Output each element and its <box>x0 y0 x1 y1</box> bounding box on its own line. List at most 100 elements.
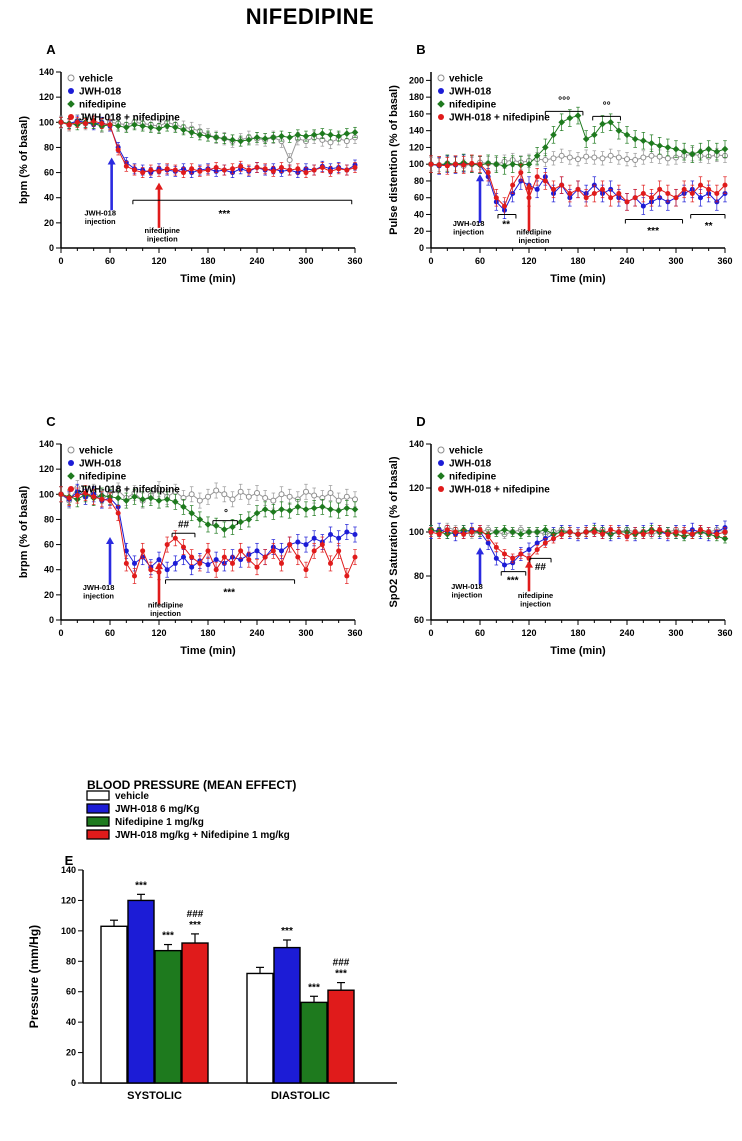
svg-text:Time (min): Time (min) <box>180 645 236 657</box>
svg-text:0: 0 <box>49 615 54 625</box>
svg-text:20: 20 <box>66 1048 76 1058</box>
svg-text:vehicle: vehicle <box>449 74 483 85</box>
svg-text:***: *** <box>507 575 519 586</box>
svg-text:180: 180 <box>570 628 585 638</box>
svg-text:injection: injection <box>518 236 549 245</box>
panel-B-svg: B 0 60 120 180 240 300 360 0 20 40 60 80 100 120 140 160… <box>388 42 733 285</box>
svg-text:vehicle: vehicle <box>449 446 483 457</box>
svg-text:60: 60 <box>105 628 115 638</box>
svg-text:120: 120 <box>39 464 54 474</box>
svg-text:###: ### <box>333 958 350 969</box>
svg-text:140: 140 <box>39 67 54 77</box>
svg-text:***: *** <box>223 587 235 598</box>
svg-text:200: 200 <box>409 75 424 85</box>
svg-text:***: *** <box>647 226 659 237</box>
svg-text:nifedipine: nifedipine <box>518 591 553 600</box>
svg-text:***: *** <box>189 920 201 931</box>
svg-text:BLOOD PRESSURE (MEAN EFFECT): BLOOD PRESSURE (MEAN EFFECT) <box>87 778 296 792</box>
svg-text:Nifedipine 1 mg/kg: Nifedipine 1 mg/kg <box>115 817 204 828</box>
svg-text:nifedipine: nifedipine <box>145 226 180 235</box>
svg-text:C: C <box>46 414 56 429</box>
panel-C-svg: C 0 60 120 180 240 300 360 0 20 40 60 80 100 120 140 Tim… <box>18 414 363 657</box>
svg-text:140: 140 <box>39 439 54 449</box>
svg-text:100: 100 <box>409 527 424 537</box>
svg-text:60: 60 <box>414 615 424 625</box>
svg-text:180: 180 <box>200 256 215 266</box>
svg-text:140: 140 <box>61 865 76 875</box>
svg-text:120: 120 <box>151 628 166 638</box>
svg-text:JWH-018 + nifedipine: JWH-018 + nifedipine <box>79 485 180 496</box>
svg-text:JWH-018: JWH-018 <box>449 87 492 98</box>
svg-text:***: *** <box>162 931 174 942</box>
svg-text:***: *** <box>308 982 320 993</box>
panel-b-pulse-distention-chart: B 0 60 120 180 240 300 360 0 20 40 60 80 100 120 140 160… <box>385 40 735 337</box>
svg-text:brpm (% of basal): brpm (% of basal) <box>18 486 30 579</box>
svg-text:nifedipine: nifedipine <box>516 228 551 237</box>
svg-text:JWH-018: JWH-018 <box>79 459 122 470</box>
svg-text:300: 300 <box>298 628 313 638</box>
svg-text:A: A <box>46 42 56 57</box>
svg-text:360: 360 <box>717 256 732 266</box>
svg-text:0: 0 <box>428 256 433 266</box>
svg-text:injection: injection <box>150 609 181 618</box>
svg-text:injection: injection <box>85 217 116 226</box>
svg-text:0: 0 <box>71 1078 76 1088</box>
svg-text:360: 360 <box>347 628 362 638</box>
svg-text:0: 0 <box>49 243 54 253</box>
svg-text:°: ° <box>224 508 228 519</box>
svg-text:injection: injection <box>520 600 551 609</box>
svg-text:JWH-018: JWH-018 <box>453 219 485 228</box>
svg-text:140: 140 <box>409 126 424 136</box>
svg-text:JWH-018: JWH-018 <box>83 583 115 592</box>
svg-text:40: 40 <box>414 209 424 219</box>
svg-text:JWH-018: JWH-018 <box>449 459 492 470</box>
svg-text:JWH-018 6 mg/Kg: JWH-018 6 mg/Kg <box>115 804 199 815</box>
svg-text:°°°: °°° <box>558 95 570 106</box>
svg-text:SpO2 Saturation (% of basal): SpO2 Saturation (% of basal) <box>388 456 400 607</box>
svg-text:100: 100 <box>39 117 54 127</box>
svg-text:E: E <box>65 853 74 868</box>
svg-text:240: 240 <box>249 628 264 638</box>
svg-text:0: 0 <box>419 243 424 253</box>
svg-text:##: ## <box>178 519 190 530</box>
svg-text:***: *** <box>218 209 230 220</box>
svg-text:100: 100 <box>409 159 424 169</box>
svg-text:0: 0 <box>58 256 63 266</box>
svg-text:180: 180 <box>570 256 585 266</box>
svg-text:80: 80 <box>66 956 76 966</box>
svg-text:injection: injection <box>147 234 178 243</box>
svg-text:injection: injection <box>453 228 484 237</box>
svg-text:120: 120 <box>409 142 424 152</box>
svg-text:DIASTOLIC: DIASTOLIC <box>271 1090 330 1102</box>
svg-text:**: ** <box>502 220 510 231</box>
svg-text:JWH-018: JWH-018 <box>451 582 483 591</box>
svg-text:vehicle: vehicle <box>79 446 113 457</box>
svg-text:##: ## <box>535 562 547 573</box>
svg-text:300: 300 <box>668 628 683 638</box>
svg-text:80: 80 <box>44 142 54 152</box>
panel-E-svg: BLOOD PRESSURE (MEAN EFFECT)vehicle JWH-0… <box>27 778 397 1102</box>
svg-text:240: 240 <box>619 628 634 638</box>
svg-text:Pressure (mm/Hg): Pressure (mm/Hg) <box>27 925 41 1028</box>
svg-text:40: 40 <box>44 565 54 575</box>
svg-text:Pulse distention (% of basal): Pulse distention (% of basal) <box>388 85 400 235</box>
svg-text:JWH-018 mg/kg + Nifedipine 1 m: JWH-018 mg/kg + Nifedipine 1 mg/kg <box>115 830 290 841</box>
svg-text:120: 120 <box>39 92 54 102</box>
panel-c-breathing-rate-chart: C 0 60 120 180 240 300 360 0 20 40 60 80 100 120 140 Tim… <box>15 412 365 709</box>
svg-text:40: 40 <box>66 1017 76 1027</box>
svg-text:vehicle: vehicle <box>79 74 113 85</box>
panel-a-heart-rate-chart: A 0 60 120 180 240 300 360 0 20 40 60 80 100 120 140 Tim… <box>15 40 365 337</box>
svg-text:0: 0 <box>58 628 63 638</box>
panel-A-svg: A 0 60 120 180 240 300 360 0 20 40 60 80 100 120 140 Tim… <box>18 42 363 285</box>
svg-text:60: 60 <box>414 193 424 203</box>
svg-text:120: 120 <box>521 256 536 266</box>
panel-D-svg: D 0 60 120 180 240 300 360 60 80 100 120 140 Time (mi… <box>388 414 733 657</box>
svg-text:B: B <box>416 42 425 57</box>
svg-text:120: 120 <box>409 483 424 493</box>
svg-text:20: 20 <box>44 218 54 228</box>
svg-text:JWH-018: JWH-018 <box>84 208 116 217</box>
svg-text:***: *** <box>281 926 293 937</box>
svg-text:360: 360 <box>347 256 362 266</box>
svg-text:###: ### <box>187 909 204 920</box>
